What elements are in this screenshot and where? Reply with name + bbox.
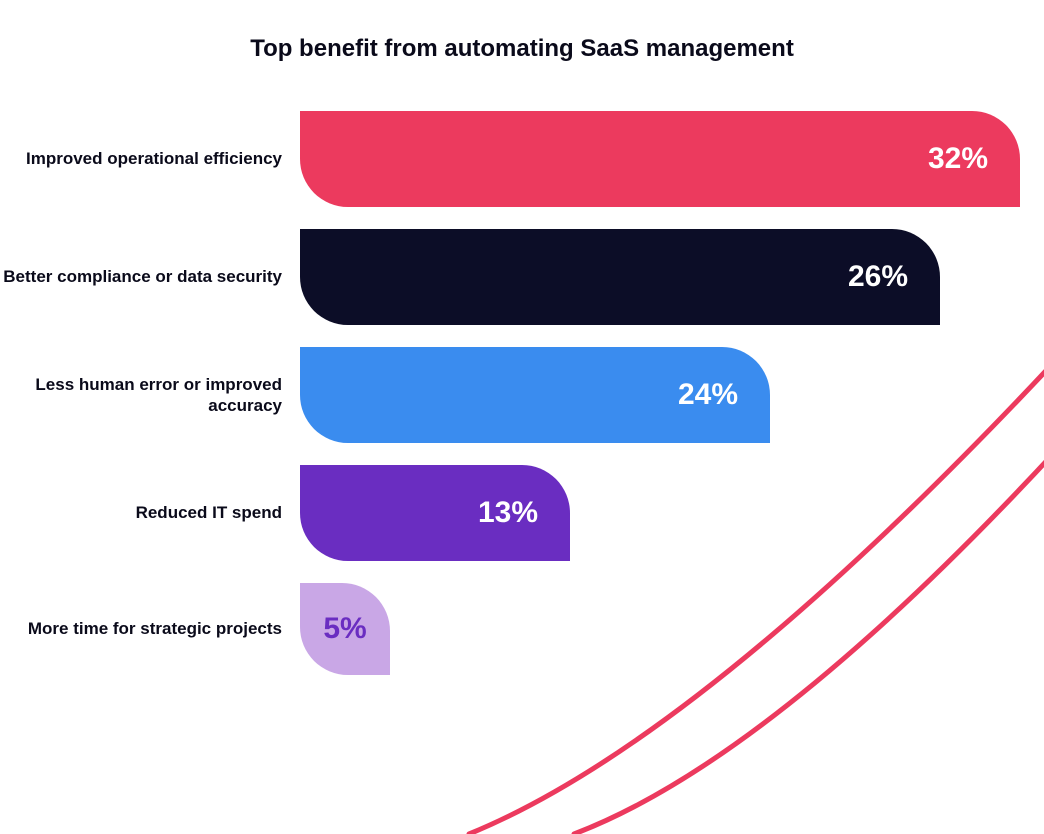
bar-label: Better compliance or data security: [0, 266, 300, 287]
bar-row: Less human error or improved accuracy 24…: [0, 347, 1044, 443]
bar-cell: 32%: [300, 111, 1044, 207]
bar-row: Better compliance or data security 26%: [0, 229, 1044, 325]
bar-cell: 24%: [300, 347, 1044, 443]
bar-row: Reduced IT spend 13%: [0, 465, 1044, 561]
bar-row: More time for strategic projects 5%: [0, 583, 1044, 675]
bar-label: More time for strategic projects: [0, 618, 300, 639]
chart-title: Top benefit from automating SaaS managem…: [0, 35, 1044, 63]
bar: 24%: [300, 347, 770, 443]
bar-row: Improved operational efficiency 32%: [0, 111, 1044, 207]
bar-label: Improved operational efficiency: [0, 148, 300, 169]
bar-cell: 5%: [300, 583, 1044, 675]
bar-label: Reduced IT spend: [0, 502, 300, 523]
bar: 32%: [300, 111, 1020, 207]
bar-cell: 13%: [300, 465, 1044, 561]
bar: 26%: [300, 229, 940, 325]
bar-cell: 26%: [300, 229, 1044, 325]
chart-rows: Improved operational efficiency 32% Bett…: [0, 111, 1044, 675]
bar-value: 5%: [323, 612, 366, 646]
bar-value: 26%: [848, 260, 908, 294]
bar: 5%: [300, 583, 390, 675]
bar-value: 32%: [928, 142, 988, 176]
bar-label: Less human error or improved accuracy: [0, 374, 300, 417]
bar-value: 24%: [678, 378, 738, 412]
funnel-bar-chart: Top benefit from automating SaaS managem…: [0, 0, 1044, 794]
bar: 13%: [300, 465, 570, 561]
bar-value: 13%: [478, 496, 538, 530]
